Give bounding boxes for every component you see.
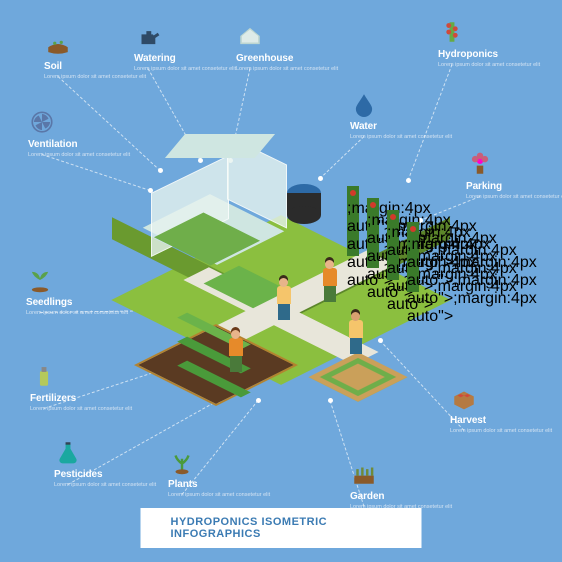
label-sub: Lorem ipsum dolor sit amet consetetur el… bbox=[450, 428, 552, 435]
garden-icon bbox=[350, 460, 378, 488]
label-plants: Plants Lorem ipsum dolor sit amet consete… bbox=[168, 448, 278, 499]
bottle-icon bbox=[30, 362, 58, 390]
label-sub: Lorem ipsum dolor sit amet consetetur el… bbox=[134, 66, 236, 73]
label-title: Hydroponics bbox=[438, 49, 498, 60]
label-sub: Lorem ipsum dolor sit amet consetetur el… bbox=[168, 492, 270, 499]
plant-icon bbox=[168, 448, 196, 476]
label-water: Water Lorem ipsum dolor sit amet consetet… bbox=[350, 90, 460, 141]
label-sub: Lorem ipsum dolor sit amet consetetur el… bbox=[44, 74, 146, 81]
label-title: Ventilation bbox=[28, 139, 77, 150]
label-pesticides: Pesticides Lorem ipsum dolor sit amet con… bbox=[54, 438, 164, 489]
label-fertilizers: Fertilizers Lorem ipsum dolor sit amet co… bbox=[30, 362, 140, 413]
label-title: Watering bbox=[134, 53, 176, 64]
label-title: Greenhouse bbox=[236, 53, 293, 64]
label-sub: Lorem ipsum dolor sit amet consetetur el… bbox=[350, 134, 452, 141]
label-seedlings: Seedlings Lorem ipsum dolor sit amet cons… bbox=[26, 266, 136, 317]
drop-icon bbox=[350, 90, 378, 118]
label-watering: Watering Lorem ipsum dolor sit amet conse… bbox=[134, 22, 244, 73]
label-title: Harvest bbox=[450, 415, 486, 426]
tower-icon bbox=[438, 18, 466, 46]
label-sub: Lorem ipsum dolor sit amet consetetur el… bbox=[30, 406, 132, 413]
label-title: Garden bbox=[350, 491, 384, 502]
fan-icon bbox=[28, 108, 56, 136]
label-hydroponics: Hydroponics Lorem ipsum dolor sit amet co… bbox=[438, 18, 548, 69]
title-text: HYDROPONICS ISOMETRIC INFOGRAPHICS bbox=[171, 516, 328, 540]
crate-icon bbox=[450, 384, 478, 412]
label-title: Parking bbox=[466, 181, 502, 192]
label-sub: Lorem ipsum dolor sit amet consetetur el… bbox=[236, 66, 338, 73]
title-banner: HYDROPONICS ISOMETRIC INFOGRAPHICS bbox=[141, 508, 422, 548]
label-title: Pesticides bbox=[54, 469, 102, 480]
soil-icon bbox=[44, 30, 72, 58]
label-sub: Lorem ipsum dolor sit amet consetetur el… bbox=[28, 152, 130, 159]
watering-icon bbox=[134, 22, 162, 50]
label-greenhouse: Greenhouse Lorem ipsum dolor sit amet con… bbox=[236, 22, 346, 73]
label-title: Seedlings bbox=[26, 297, 72, 308]
label-title: Water bbox=[350, 121, 377, 132]
label-sub: Lorem ipsum dolor sit amet consetetur el… bbox=[438, 62, 540, 69]
label-ventilation: Ventilation Lorem ipsum dolor sit amet co… bbox=[28, 108, 138, 159]
labels-layer: Soil Lorem ipsum dolor sit amet consetetu… bbox=[0, 0, 562, 562]
flask-icon bbox=[54, 438, 82, 466]
label-sub: Lorem ipsum dolor sit amet consetetur el… bbox=[26, 310, 128, 317]
flower-icon bbox=[466, 150, 494, 178]
label-sub: Lorem ipsum dolor sit amet consetetur el… bbox=[54, 482, 156, 489]
label-harvest: Harvest Lorem ipsum dolor sit amet conset… bbox=[450, 384, 560, 435]
label-title: Soil bbox=[44, 61, 62, 72]
label-title: Fertilizers bbox=[30, 393, 76, 404]
label-parking: Parking Lorem ipsum dolor sit amet conset… bbox=[466, 150, 562, 201]
label-garden: GardenLorem ipsum dolor sit amet consete… bbox=[350, 460, 460, 511]
label-sub: Lorem ipsum dolor sit amet consetetur el… bbox=[466, 194, 562, 201]
label-title: Plants bbox=[168, 479, 197, 490]
seedling-icon bbox=[26, 266, 54, 294]
greenhouse-icon bbox=[236, 22, 264, 50]
